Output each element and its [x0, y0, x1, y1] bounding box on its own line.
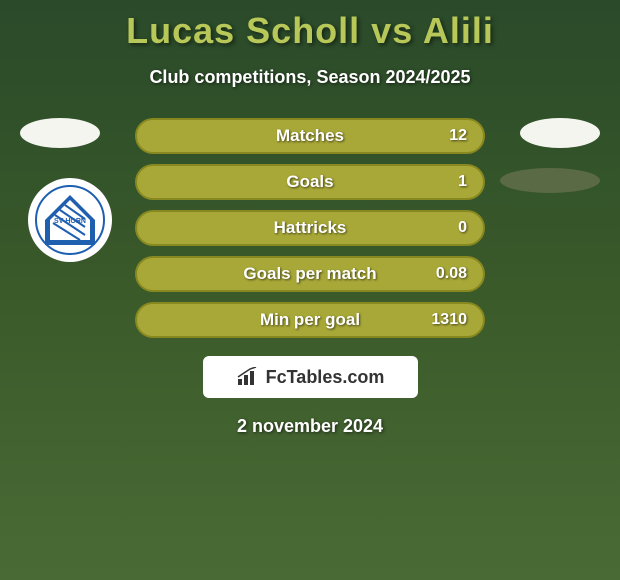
fctables-logo: FcTables.com	[236, 367, 385, 388]
stat-label: Hattricks	[274, 218, 347, 238]
stat-row-hattricks: Hattricks 0	[135, 210, 485, 246]
badge-right-top	[520, 118, 600, 148]
svg-text:SV HORN: SV HORN	[54, 218, 86, 225]
logo-text-label: FcTables.com	[266, 367, 385, 388]
chart-icon	[236, 367, 260, 387]
stat-label: Goals per match	[243, 264, 376, 284]
subtitle: Club competitions, Season 2024/2025	[0, 67, 620, 88]
stat-value: 1310	[431, 311, 467, 329]
stat-row-matches: Matches 12	[135, 118, 485, 154]
content-area: SV HORN Matches 12 Goals 1 Hattricks 0 G…	[0, 118, 620, 437]
stat-value: 0	[458, 219, 467, 237]
stat-label: Min per goal	[260, 310, 360, 330]
stat-label: Matches	[276, 126, 344, 146]
stat-value: 1	[458, 173, 467, 191]
club-badge-left: SV HORN	[28, 178, 112, 262]
badge-left-top	[20, 118, 100, 148]
stat-row-goals: Goals 1	[135, 164, 485, 200]
stat-value: 0.08	[436, 265, 467, 283]
stat-label: Goals	[286, 172, 333, 192]
sv-horn-logo-icon: SV HORN	[35, 185, 105, 255]
fctables-logo-box[interactable]: FcTables.com	[203, 356, 418, 398]
stat-value: 12	[449, 127, 467, 145]
page-title: Lucas Scholl vs Alili	[0, 0, 620, 52]
stat-row-min-per-goal: Min per goal 1310	[135, 302, 485, 338]
stats-container: Matches 12 Goals 1 Hattricks 0 Goals per…	[135, 118, 485, 338]
badge-right-bottom	[500, 168, 600, 193]
stat-row-goals-per-match: Goals per match 0.08	[135, 256, 485, 292]
date-label: 2 november 2024	[0, 416, 620, 437]
